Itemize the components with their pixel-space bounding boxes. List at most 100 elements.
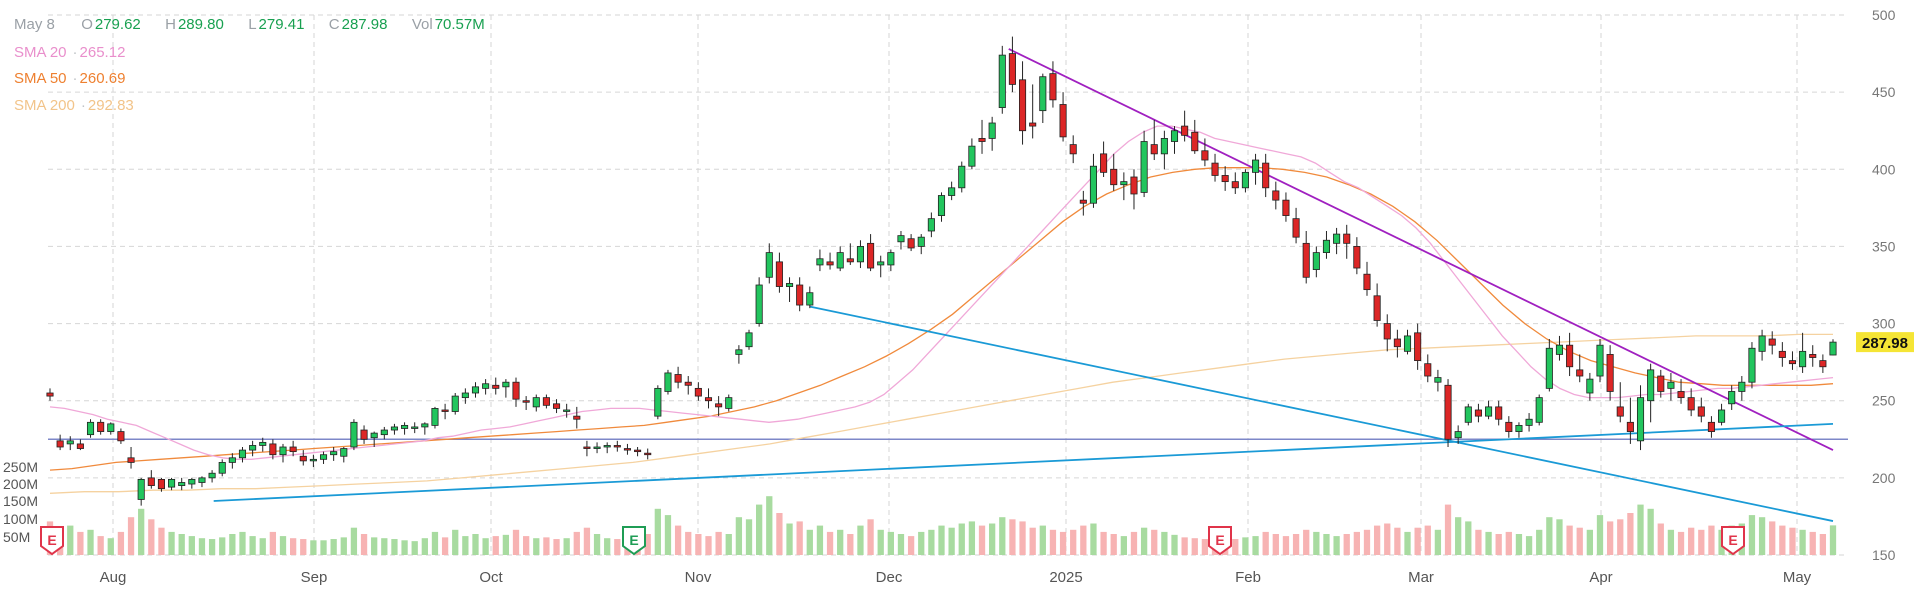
candle-body bbox=[1059, 104, 1067, 138]
candle-body bbox=[1667, 381, 1675, 389]
candle-body bbox=[1201, 150, 1209, 161]
candle-body bbox=[1464, 406, 1472, 423]
sma20-line bbox=[49, 125, 1834, 460]
candle-body bbox=[674, 374, 682, 383]
candle-body bbox=[512, 381, 520, 400]
candle-body bbox=[238, 449, 247, 459]
earnings-marker[interactable] bbox=[40, 526, 64, 556]
candle-body bbox=[785, 283, 794, 287]
candle-body bbox=[289, 446, 297, 453]
low-label: L bbox=[248, 16, 257, 33]
candle-body bbox=[1262, 162, 1270, 189]
candle-body bbox=[1738, 381, 1746, 392]
volume-bar bbox=[1262, 531, 1269, 555]
volume-bar bbox=[1394, 527, 1401, 555]
candle-body bbox=[522, 400, 530, 403]
x-tick-label: Feb bbox=[1235, 569, 1261, 586]
candle-body bbox=[1322, 239, 1331, 253]
volume-bar bbox=[1475, 529, 1482, 555]
volume-bar bbox=[644, 534, 651, 555]
candle-body bbox=[1393, 338, 1401, 348]
volume-bar bbox=[816, 525, 824, 555]
volume-bar bbox=[543, 537, 550, 555]
candle-body bbox=[46, 392, 54, 397]
volume-bar bbox=[1292, 534, 1300, 555]
candle-body bbox=[1181, 125, 1189, 136]
volume-bar bbox=[1353, 531, 1360, 555]
volume-bar bbox=[1343, 534, 1350, 555]
sma50-legend[interactable]: SMA 50 · 260.69 bbox=[14, 70, 126, 87]
candle-body bbox=[1636, 397, 1645, 442]
candle-body bbox=[1444, 384, 1452, 440]
candle-body bbox=[1677, 391, 1685, 399]
candle-body bbox=[299, 455, 307, 462]
volume-bar bbox=[1465, 521, 1472, 555]
candle-body bbox=[1252, 159, 1260, 173]
candle-body bbox=[1333, 233, 1341, 244]
candle-body bbox=[1140, 141, 1148, 193]
candle-body bbox=[1626, 421, 1634, 432]
volume-bar bbox=[1576, 527, 1583, 555]
y-tick-label: 400 bbox=[1872, 161, 1896, 177]
trendline[interactable] bbox=[809, 305, 1834, 522]
candle-body bbox=[1768, 338, 1776, 346]
volume-bar bbox=[1039, 525, 1046, 555]
x-tick-label: Oct bbox=[479, 569, 503, 586]
candle-body bbox=[1414, 332, 1422, 362]
volume-bar bbox=[725, 534, 732, 555]
sma20-legend[interactable]: SMA 20 · 265.12 bbox=[14, 44, 126, 61]
volume-bar bbox=[968, 521, 976, 555]
earnings-marker[interactable] bbox=[1208, 526, 1232, 556]
trendline[interactable] bbox=[213, 422, 1834, 502]
volume-bar bbox=[1130, 531, 1138, 555]
y-tick-label: 200 bbox=[1872, 470, 1896, 486]
earnings-marker[interactable] bbox=[622, 526, 646, 556]
candle-body bbox=[867, 242, 875, 269]
volume-bar bbox=[928, 529, 935, 555]
volume-bar bbox=[989, 523, 996, 555]
candle-body bbox=[218, 462, 226, 474]
volume-bar bbox=[289, 538, 297, 555]
earnings-marker[interactable] bbox=[1721, 526, 1745, 556]
volume-bar bbox=[310, 540, 317, 555]
trendline[interactable] bbox=[1008, 48, 1834, 451]
high-value: 289.80 bbox=[177, 16, 224, 33]
ohlc-legend: May 8 O 279.62 H 289.80 L 279.41 C 287.98 Vo… bbox=[14, 16, 487, 33]
high-label: H bbox=[165, 16, 176, 33]
candle-body bbox=[1758, 335, 1766, 352]
volume-bar bbox=[1485, 531, 1492, 555]
candle-body bbox=[1343, 233, 1351, 244]
candle-body bbox=[380, 429, 388, 436]
earnings-marker-label: E bbox=[1728, 532, 1737, 548]
candle-body bbox=[704, 397, 713, 402]
volume-bar bbox=[249, 536, 256, 555]
candle-body bbox=[958, 165, 966, 189]
volume-bar bbox=[1070, 529, 1077, 555]
volume-tick-label: 50M bbox=[3, 529, 30, 545]
volume-value: 70.57M bbox=[434, 16, 485, 33]
candle-body bbox=[471, 386, 480, 394]
volume-bar bbox=[948, 527, 955, 555]
candle-body bbox=[249, 445, 257, 451]
volume-bar bbox=[1546, 517, 1553, 555]
volume-bar bbox=[360, 534, 368, 555]
volume-bar bbox=[1789, 527, 1796, 555]
volume-bar bbox=[340, 537, 347, 555]
volume-bar bbox=[1769, 521, 1776, 555]
volume-tick-label: 250M bbox=[3, 459, 38, 475]
sma200-value: 292.83 bbox=[87, 97, 134, 114]
volume-bar bbox=[77, 531, 84, 555]
candle-body bbox=[552, 403, 561, 409]
volume-bar bbox=[1414, 527, 1421, 555]
candle-body bbox=[360, 429, 368, 440]
sma200-legend[interactable]: SMA 200 · 292.83 bbox=[14, 97, 134, 114]
candle-body bbox=[1120, 181, 1128, 186]
candle-body bbox=[856, 246, 864, 263]
candle-body bbox=[1272, 190, 1280, 201]
volume-bar bbox=[482, 538, 489, 555]
candle-body bbox=[421, 423, 429, 428]
candle-body bbox=[1809, 354, 1817, 358]
candle-body bbox=[1535, 397, 1543, 423]
candle-body bbox=[1586, 378, 1594, 394]
